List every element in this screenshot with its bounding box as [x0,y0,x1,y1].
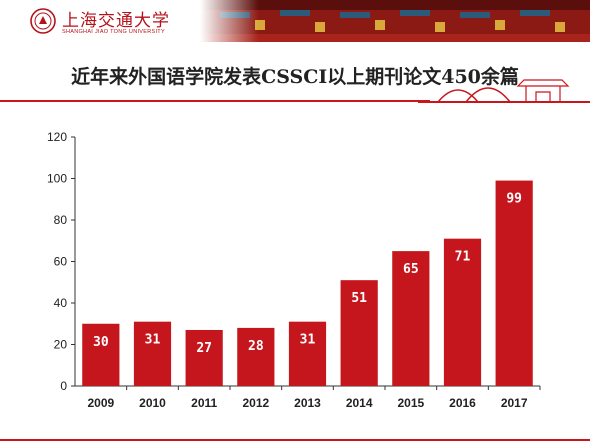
university-seal-icon [30,8,56,34]
x-tick-label: 2009 [87,396,114,410]
bar-chart: 0 20 40 60 80 100 120 30 2009 31 2010 27 2011 28 2012 3… [47,130,541,410]
x-tick-label: 2011 [191,396,217,410]
y-tick-label: 60 [54,255,68,269]
data-label: 99 [506,192,522,207]
bar-2014 [340,280,378,386]
y-tick-label: 120 [47,130,67,144]
data-label: 51 [351,291,367,306]
bar-2016 [443,238,482,386]
data-label: 30 [93,335,109,350]
x-tick-label: 2012 [242,396,269,410]
bar-2009 [82,323,120,386]
data-label: 65 [403,262,419,277]
bar-2017 [495,180,533,386]
y-tick-label: 20 [54,338,68,352]
bar-2015 [392,251,430,386]
x-tick-label: 2010 [139,396,166,410]
campus-gate-icon [418,79,590,103]
x-tick-label: 2015 [397,396,424,410]
data-label: 27 [196,341,212,356]
bar-2012 [237,327,275,386]
data-label: 31 [300,333,316,348]
bar-2010 [133,321,172,386]
university-logo: 上海交通大学 SHANGHAI JIAO TONG UNIVERSITY [0,0,235,42]
y-tick-label: 100 [47,172,67,186]
roof-eaves-decoration [200,0,590,42]
footer-divider [0,439,590,441]
y-tick-label: 0 [60,379,67,393]
slide-header: 上海交通大学 SHANGHAI JIAO TONG UNIVERSITY [0,0,590,42]
x-tick-label: 2013 [294,396,321,410]
university-name-en: SHANGHAI JIAO TONG UNIVERSITY [62,29,165,35]
bar-2011 [185,329,223,386]
x-tick-label: 2017 [501,396,528,410]
title-divider [0,100,430,102]
y-tick-label: 80 [54,213,68,227]
x-tick-label: 2016 [449,396,476,410]
university-name-cn: 上海交通大学 [62,11,170,31]
bar-2013 [288,321,327,386]
data-label: 28 [248,339,264,354]
data-label: 31 [145,333,161,348]
x-tick-label: 2014 [346,396,373,410]
y-tick-label: 40 [54,296,68,310]
slide-title: 近年来外国语学院发表CSSCI以上期刊论文450余篇 [71,66,519,88]
data-label: 71 [455,250,471,265]
